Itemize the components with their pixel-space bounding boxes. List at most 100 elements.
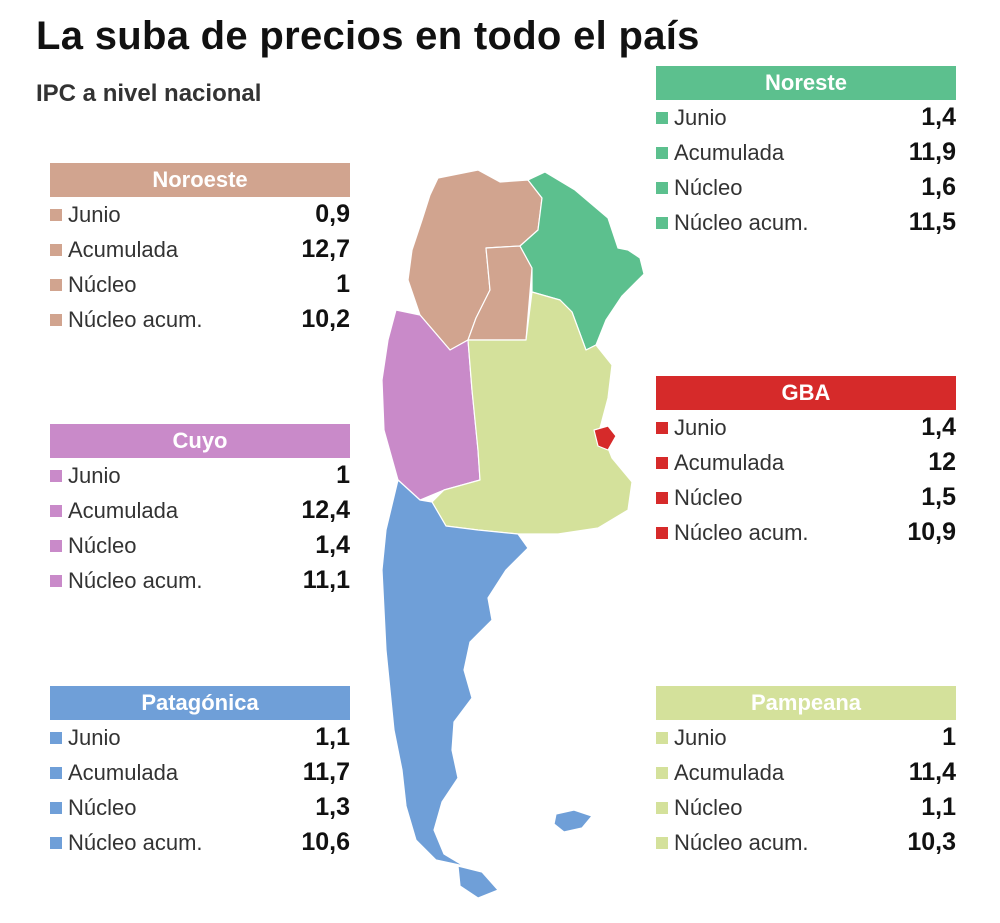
panel-noreste: Noreste Junio 1,4 Acumulada 11,9 Núcleo 1,6 Nú…	[656, 66, 956, 240]
region-noroeste-shape	[407, 169, 543, 351]
stat-row: Junio 1,4	[656, 100, 956, 135]
stat-label: Acumulada	[674, 449, 785, 475]
legend-square-icon	[656, 836, 668, 849]
stat-value: 1,1	[921, 793, 956, 821]
stat-row-left: Acumulada	[50, 498, 178, 524]
stat-value: 0,9	[315, 200, 350, 228]
stat-row: Acumulada 11,9	[656, 135, 956, 170]
panel-header-gba: GBA	[656, 376, 956, 410]
panel-header-cuyo: Cuyo	[50, 424, 350, 458]
stat-value: 1	[336, 270, 350, 298]
stat-label: Junio	[68, 724, 121, 750]
stat-row-left: Núcleo	[50, 272, 136, 298]
legend-square-icon	[656, 456, 668, 469]
stat-value: 12,7	[301, 235, 350, 263]
stat-row: Núcleo 1,3	[50, 790, 350, 825]
legend-square-icon	[656, 801, 668, 814]
stat-value: 12	[928, 448, 956, 476]
stat-row: Acumulada 12,4	[50, 493, 350, 528]
page-subtitle: IPC a nivel nacional	[36, 80, 262, 107]
legend-square-icon	[656, 491, 668, 504]
stat-label: Junio	[68, 201, 121, 227]
legend-square-icon	[50, 539, 62, 552]
stat-label: Junio	[674, 414, 727, 440]
legend-square-icon	[656, 216, 668, 229]
stat-row: Junio 1	[656, 720, 956, 755]
stat-label: Núcleo acum.	[674, 519, 809, 545]
stat-row: Núcleo acum. 10,3	[656, 825, 956, 860]
legend-square-icon	[656, 146, 668, 159]
region-noreste-shape	[519, 171, 645, 351]
stat-label: Acumulada	[68, 759, 179, 785]
panel-header-patagonica: Patagónica	[50, 686, 350, 720]
stat-value: 1	[336, 461, 350, 489]
stat-row-left: Núcleo acum.	[656, 520, 809, 546]
stat-row-left: Acumulada	[656, 760, 784, 786]
stat-value: 1,4	[921, 413, 956, 441]
legend-square-icon	[656, 766, 668, 779]
stat-row-left: Acumulada	[50, 237, 178, 263]
stat-label: Junio	[68, 462, 121, 488]
stat-row: Acumulada 11,7	[50, 755, 350, 790]
stat-label: Núcleo	[68, 532, 137, 558]
panel-gba: GBA Junio 1,4 Acumulada 12 Núcleo 1,5 Núcleo a…	[656, 376, 956, 550]
stat-row: Núcleo acum. 10,6	[50, 825, 350, 860]
stat-row-left: Acumulada	[50, 760, 178, 786]
legend-square-icon	[50, 469, 62, 482]
stat-value: 1,5	[921, 483, 956, 511]
stat-label: Núcleo	[674, 174, 743, 200]
stat-row-left: Núcleo acum.	[50, 568, 203, 594]
stat-row-left: Núcleo acum.	[50, 307, 203, 333]
legend-square-icon	[50, 731, 62, 744]
panel-noroeste: Noroeste Junio 0,9 Acumulada 12,7 Núcleo 1 Núc…	[50, 163, 350, 337]
stat-label: Núcleo	[68, 794, 137, 820]
legend-square-icon	[50, 243, 62, 256]
stat-row-left: Núcleo	[50, 533, 136, 559]
legend-square-icon	[50, 574, 62, 587]
stat-label: Núcleo	[68, 271, 137, 297]
stat-row: Junio 1	[50, 458, 350, 493]
stat-row: Núcleo 1,1	[656, 790, 956, 825]
stat-label: Núcleo acum.	[674, 829, 809, 855]
legend-square-icon	[50, 313, 62, 326]
panel-header-pampeana: Pampeana	[656, 686, 956, 720]
stat-row: Junio 0,9	[50, 197, 350, 232]
stat-value: 11,7	[302, 758, 350, 786]
legend-square-icon	[50, 766, 62, 779]
panel-header-noroeste: Noroeste	[50, 163, 350, 197]
stat-value: 10,6	[301, 828, 350, 856]
stat-row-left: Junio	[656, 725, 727, 751]
stat-value: 10,2	[301, 305, 350, 333]
stat-value: 1,3	[315, 793, 350, 821]
stat-row-left: Núcleo	[656, 175, 742, 201]
stat-label: Acumulada	[68, 497, 179, 523]
stat-row-left: Junio	[656, 105, 727, 131]
stat-label: Núcleo acum.	[68, 306, 203, 332]
stat-row: Núcleo 1,4	[50, 528, 350, 563]
stat-label: Junio	[674, 104, 727, 130]
region-gba-shape	[593, 425, 617, 451]
legend-square-icon	[656, 111, 668, 124]
stat-value: 11,4	[908, 758, 956, 786]
stat-row-left: Núcleo	[50, 795, 136, 821]
legend-square-icon	[50, 208, 62, 221]
stat-row-left: Núcleo	[656, 485, 742, 511]
stat-row-left: Núcleo acum.	[656, 830, 809, 856]
stat-row: Núcleo 1,6	[656, 170, 956, 205]
stat-value: 1,4	[315, 531, 350, 559]
stat-value: 11,9	[908, 138, 956, 166]
stat-value: 11,5	[908, 208, 956, 236]
argentina-map	[381, 169, 645, 899]
stat-row: Núcleo acum. 11,1	[50, 563, 350, 598]
stat-value: 1,4	[921, 103, 956, 131]
stat-row-left: Junio	[50, 463, 121, 489]
stat-row-left: Junio	[50, 725, 121, 751]
stat-label: Núcleo acum.	[68, 829, 203, 855]
stat-row: Núcleo acum. 11,5	[656, 205, 956, 240]
stat-label: Núcleo acum.	[68, 567, 203, 593]
legend-square-icon	[656, 421, 668, 434]
stat-row: Núcleo 1,5	[656, 480, 956, 515]
panel-cuyo: Cuyo Junio 1 Acumulada 12,4 Núcleo 1,4 Núcleo …	[50, 424, 350, 598]
stat-row: Núcleo acum. 10,2	[50, 302, 350, 337]
stat-row-left: Núcleo	[656, 795, 742, 821]
